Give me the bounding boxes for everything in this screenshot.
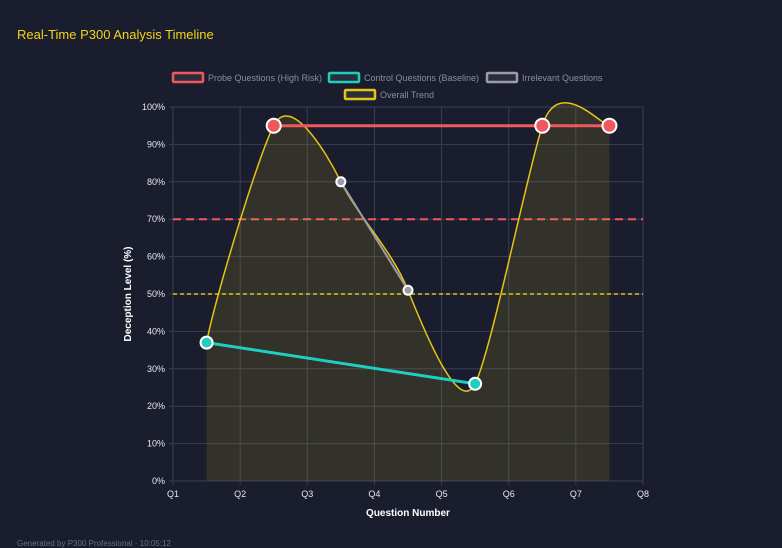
legend-label: Probe Questions (High Risk) [208,73,322,83]
series [173,102,643,482]
legend-swatch [171,71,205,84]
data-point [402,284,414,296]
series-line [340,181,409,291]
series-line [206,341,476,386]
footer-text: Generated by P300 Professional · 10:05:1… [17,539,171,548]
legend-label: Irrelevant Questions [522,73,603,83]
legend-swatch [485,71,519,84]
x-tick-label: Q1 [167,489,179,499]
page-title: Real-Time P300 Analysis Timeline [17,27,214,42]
grid [169,106,644,485]
data-point [468,376,483,391]
y-tick-label: 0% [152,476,165,486]
legend-label: Control Questions (Baseline) [364,73,479,83]
x-tick-label: Q4 [368,489,380,499]
data-point [265,117,282,134]
x-axis-label: Question Number [366,508,450,519]
y-tick-label: 70% [147,214,165,224]
y-tick-label: 50% [147,289,165,299]
y-tick-label: 20% [147,401,165,411]
y-tick-label: 80% [147,177,165,187]
data-point [199,335,214,350]
legend-label: Overall Trend [380,90,434,100]
legend-swatch [343,88,377,101]
y-tick-label: 10% [147,439,165,449]
x-tick-label: Q3 [301,489,313,499]
legend: Probe Questions (High Risk) Control Quest… [171,71,603,101]
y-tick-label: 60% [147,252,165,262]
data-point [534,117,551,134]
x-tick-label: Q2 [234,489,246,499]
y-tick-label: 30% [147,364,165,374]
data-point [335,176,347,188]
x-tick-label: Q5 [436,489,448,499]
data-point [601,117,618,134]
y-tick-label: 100% [142,102,165,112]
y-tick-label: 90% [147,139,165,149]
ticks: Q1 Q2 Q3 Q4 Q5 Q6 Q7 Q8 0% 10% 20% 30% 40% 50% 60% 70% 8… [142,102,649,499]
y-tick-label: 40% [147,326,165,336]
x-tick-label: Q8 [637,489,649,499]
x-tick-label: Q6 [503,489,515,499]
y-axis-label: Deception Level (%) [123,246,134,341]
x-tick-label: Q7 [570,489,582,499]
legend-swatch [327,71,361,84]
